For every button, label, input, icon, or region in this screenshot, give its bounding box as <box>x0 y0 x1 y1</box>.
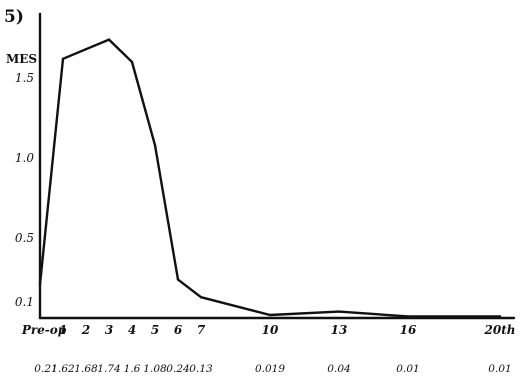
x-tick-label: 5 <box>151 323 159 337</box>
data-point <box>406 315 410 318</box>
data-point <box>337 310 341 313</box>
x-tick-label: 10 <box>262 323 279 337</box>
x-tick-label: 7 <box>197 323 206 337</box>
y-tick-label: 1.5 <box>15 71 34 85</box>
value-label: 1.08 <box>143 363 167 375</box>
y-tick-label: 1.0 <box>15 151 34 165</box>
data-point <box>130 60 134 64</box>
y-tick-group: 0.1 0.5 1.0 1.5 <box>15 71 34 309</box>
x-tick-label: 4 <box>128 323 136 337</box>
value-label: 0.24 <box>166 363 189 375</box>
value-label: 1.6 <box>124 363 141 375</box>
value-label: 0.04 <box>327 363 350 375</box>
data-point <box>84 48 88 51</box>
x-tick-label: 6 <box>174 323 183 337</box>
value-label: 0.13 <box>189 363 213 375</box>
y-axis-title: MES <box>6 52 37 66</box>
value-label: 0.01 <box>396 363 419 375</box>
value-label: 1.74 <box>97 363 120 375</box>
data-point <box>61 57 65 60</box>
x-tick-label: 13 <box>331 323 348 337</box>
data-point <box>153 144 157 147</box>
data-point <box>268 313 272 317</box>
value-label: 1.62 <box>51 363 75 375</box>
data-point <box>199 296 203 299</box>
x-tick-label: 20th <box>484 323 516 337</box>
value-label: 1.68 <box>74 363 98 375</box>
data-point <box>176 278 180 281</box>
value-label: 0.21 <box>34 363 57 375</box>
x-tick-label: 2 <box>81 323 90 337</box>
value-label: 0.019 <box>255 363 285 375</box>
value-label: 0.01 <box>488 363 511 375</box>
data-point <box>38 283 42 286</box>
x-tick-label: 1 <box>59 323 67 337</box>
x-tick-group: Pre-op1 2 3 4 5 6 7 10 13 16 20th <box>21 323 516 337</box>
x-tick-label: 3 <box>105 323 113 337</box>
data-point-group <box>38 38 502 318</box>
data-point <box>498 315 502 318</box>
value-label-group: 0.211.62 1.68 1.74 1.6 1.08 0.24 0.13 0.019 0.04… <box>34 363 511 375</box>
panel-label: 5) <box>4 7 24 27</box>
series-line <box>38 38 502 318</box>
x-tick-label: Pre-op <box>21 323 67 337</box>
data-point <box>107 38 111 41</box>
y-tick-label: 0.1 <box>15 295 34 309</box>
y-tick-label: 0.5 <box>15 231 34 245</box>
x-tick-label: 16 <box>400 323 417 337</box>
